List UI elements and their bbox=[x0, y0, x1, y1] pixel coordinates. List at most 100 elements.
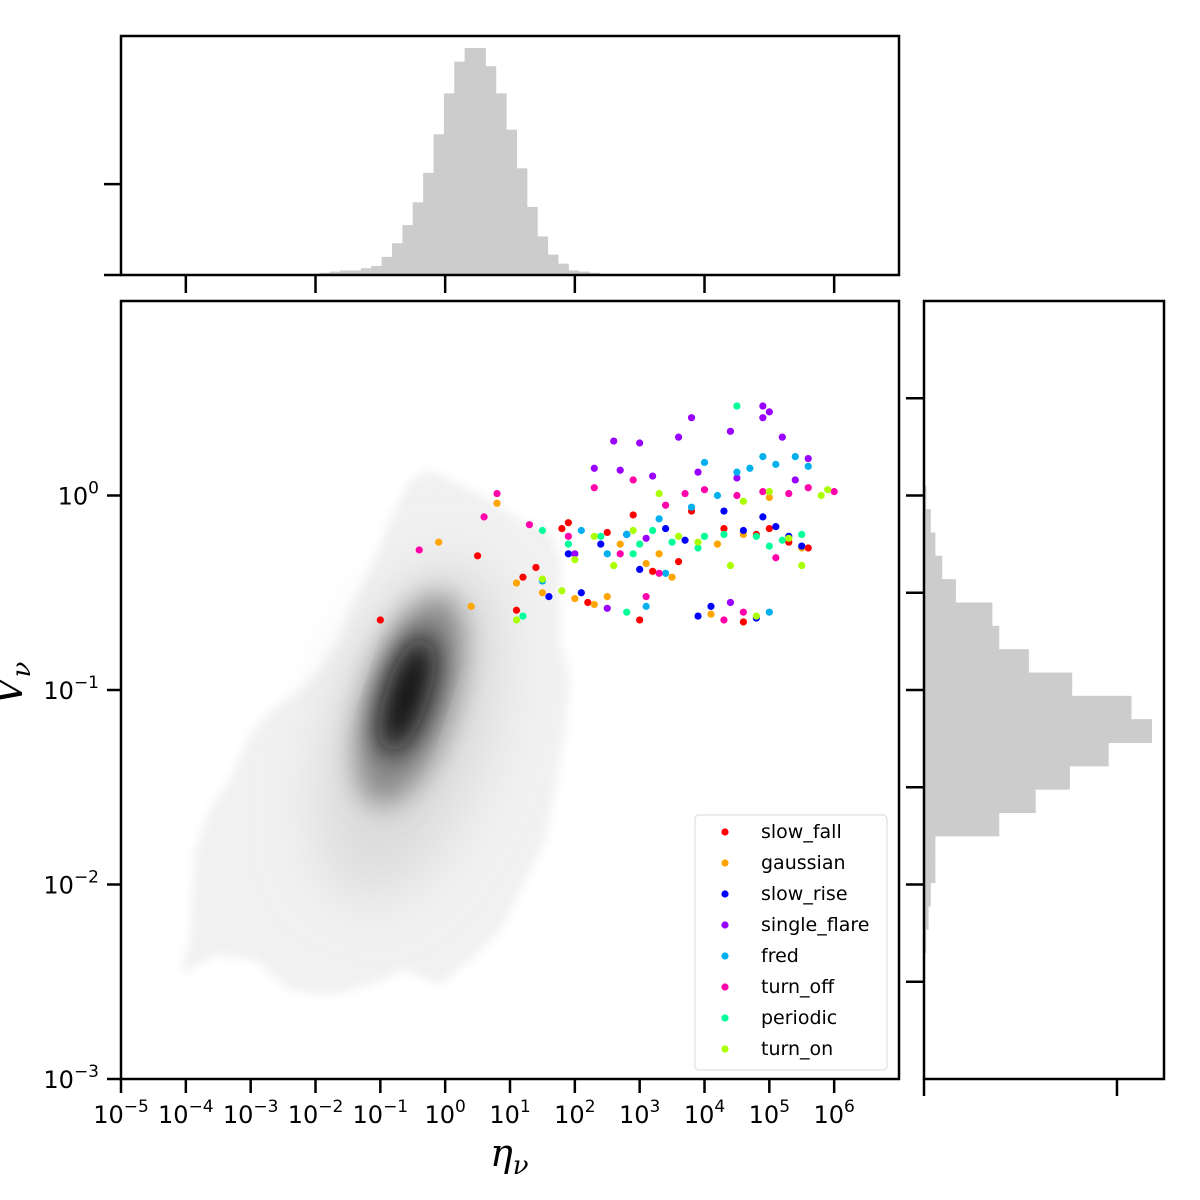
point-slow-fall bbox=[674, 558, 683, 566]
y-marginal-bar bbox=[924, 555, 943, 580]
x-marginal-bar bbox=[360, 268, 372, 275]
point-gaussian bbox=[616, 540, 624, 548]
point-gaussian bbox=[707, 610, 715, 618]
point-slow-rise bbox=[564, 550, 572, 558]
point-periodic bbox=[733, 402, 741, 410]
y-marginal-bar bbox=[924, 695, 1132, 720]
point-turn-off bbox=[415, 546, 423, 554]
point-periodic bbox=[538, 526, 547, 535]
point-slow-rise bbox=[662, 524, 670, 533]
y-marginal-bar bbox=[924, 859, 936, 884]
y-tick-exponent: −2 bbox=[74, 868, 99, 888]
point-fred bbox=[623, 530, 631, 539]
point-gaussian bbox=[590, 600, 598, 609]
point-periodic bbox=[700, 532, 709, 540]
point-single-flare bbox=[687, 414, 696, 422]
point-turn-on bbox=[798, 561, 806, 570]
x-marginal-bar bbox=[547, 254, 559, 275]
y-tick-exponent: 0 bbox=[88, 479, 99, 499]
x-tick-exponent: 5 bbox=[779, 1097, 790, 1117]
point-fred bbox=[791, 453, 799, 461]
point-fred bbox=[765, 608, 773, 616]
point-single-flare bbox=[726, 427, 735, 435]
x-marginal-histogram bbox=[104, 34, 901, 293]
point-periodic bbox=[752, 532, 760, 540]
point-turn-on bbox=[558, 587, 566, 595]
x-tick-label: 100 bbox=[424, 1097, 465, 1129]
x-tick-base: 10 bbox=[619, 1101, 650, 1129]
density-peak-region bbox=[378, 635, 436, 755]
point-slow-rise bbox=[681, 536, 689, 544]
point-slow-fall bbox=[804, 544, 812, 552]
point-turn-off bbox=[525, 521, 534, 529]
point-turn-on bbox=[752, 612, 760, 620]
point-turn-on bbox=[726, 561, 735, 570]
point-gaussian bbox=[538, 589, 547, 597]
x-tick-exponent: 1 bbox=[520, 1097, 531, 1117]
x-tick-base: 10 bbox=[93, 1101, 124, 1129]
legend-marker-fred bbox=[721, 952, 729, 960]
point-single-flare bbox=[636, 439, 644, 447]
x-tick-label: 104 bbox=[684, 1097, 725, 1129]
x-marginal-bar bbox=[464, 48, 476, 275]
point-single-flare bbox=[765, 408, 773, 416]
x-tick-exponent: 6 bbox=[844, 1097, 855, 1117]
legend-label-turn-on: turn_on bbox=[761, 1038, 833, 1060]
x-marginal-ticks bbox=[104, 182, 836, 293]
x-marginal-bar bbox=[350, 270, 362, 275]
x-tick-label: 103 bbox=[619, 1097, 660, 1129]
legend-box bbox=[694, 814, 888, 1071]
point-turn-off bbox=[720, 616, 728, 624]
legend-label-fred: fred bbox=[761, 945, 799, 967]
x-marginal-bar bbox=[474, 48, 486, 275]
x-tick-base: 10 bbox=[288, 1101, 319, 1129]
point-periodic bbox=[636, 540, 644, 548]
x-tick-base: 10 bbox=[749, 1101, 780, 1129]
x-marginal-bar bbox=[433, 134, 445, 275]
point-slow-fall bbox=[532, 563, 540, 572]
x-marginal-bar bbox=[485, 66, 497, 275]
x-tick-exponent: 0 bbox=[455, 1097, 466, 1117]
point-slow-fall bbox=[558, 524, 566, 533]
legend-marker-periodic bbox=[721, 1014, 729, 1022]
point-slow-fall bbox=[720, 524, 728, 533]
y-tick-label: 100 bbox=[58, 479, 99, 511]
point-periodic bbox=[564, 540, 572, 548]
point-slow-fall bbox=[603, 528, 611, 537]
x-tick-base: 10 bbox=[353, 1101, 384, 1129]
point-fred bbox=[772, 460, 780, 468]
point-turn-on bbox=[817, 491, 825, 500]
legend-label-slow-rise: slow_rise bbox=[761, 883, 848, 905]
x-marginal-frame bbox=[119, 34, 901, 277]
x-tick-label: 106 bbox=[813, 1097, 854, 1129]
point-single-flare bbox=[759, 402, 767, 410]
point-slow-rise bbox=[636, 565, 644, 574]
y-axis-label-base: V bbox=[0, 674, 31, 705]
point-slow-rise bbox=[772, 523, 780, 531]
x-tick-exponent: −2 bbox=[318, 1097, 343, 1117]
point-slow-fall bbox=[636, 616, 644, 624]
x-tick-base: 10 bbox=[158, 1101, 189, 1129]
point-turn-on bbox=[590, 532, 598, 540]
point-single-flare bbox=[726, 598, 735, 607]
y-tick-base: 10 bbox=[43, 677, 74, 705]
y-marginal-bar bbox=[924, 509, 931, 533]
point-gaussian bbox=[603, 593, 611, 601]
x-tick-label: 10−4 bbox=[158, 1097, 214, 1129]
y-tick-label: 10−2 bbox=[43, 868, 99, 900]
point-slow-fall bbox=[739, 618, 748, 626]
point-turn-on bbox=[765, 488, 773, 496]
point-slow-fall bbox=[564, 519, 572, 527]
y-marginal-bars bbox=[924, 485, 1152, 954]
y-tick-exponent: −3 bbox=[74, 1062, 99, 1082]
point-gaussian bbox=[642, 559, 650, 568]
legend-label-periodic: periodic bbox=[761, 1007, 837, 1029]
y-marginal-histogram bbox=[906, 299, 1166, 1096]
point-single-flare bbox=[610, 437, 618, 445]
x-tick-base: 10 bbox=[554, 1101, 585, 1129]
point-gaussian bbox=[655, 550, 663, 558]
x-marginal-bar bbox=[537, 236, 549, 275]
x-axis-label-base: η bbox=[490, 1131, 513, 1175]
